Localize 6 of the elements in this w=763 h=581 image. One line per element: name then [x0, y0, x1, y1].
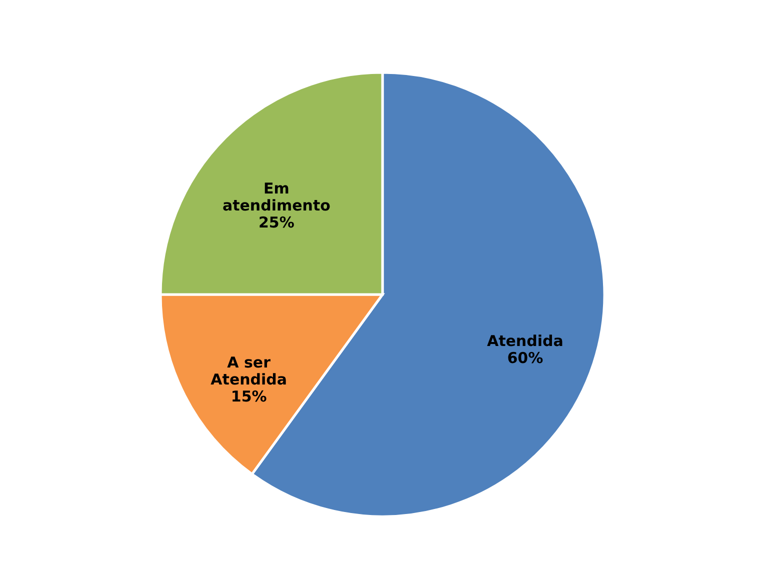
- data-label: 15%: [230, 388, 267, 406]
- data-label: 25%: [258, 213, 294, 232]
- slice-label: A ser Atendida: [210, 354, 288, 389]
- data-label: 60%: [507, 348, 544, 367]
- slice-label: Atendida: [486, 332, 564, 350]
- slice-label: Em atendimento: [222, 179, 330, 214]
